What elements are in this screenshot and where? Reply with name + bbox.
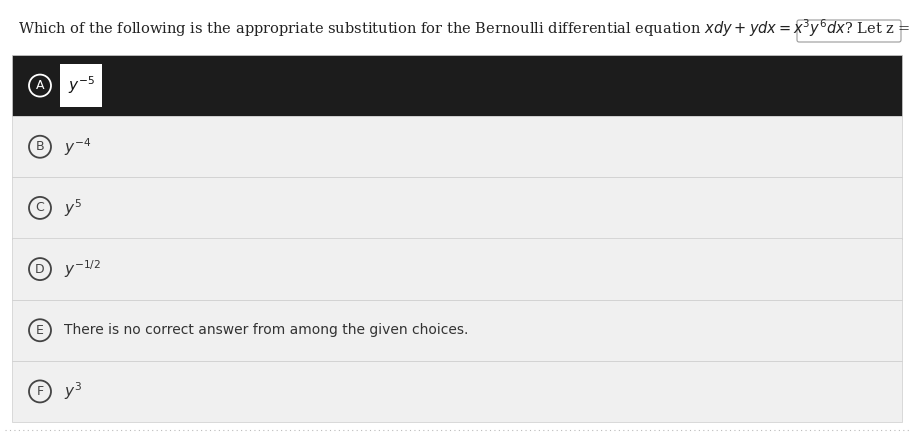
Text: A: A	[36, 79, 44, 92]
Text: $y^{-4}$: $y^{-4}$	[64, 136, 91, 158]
FancyBboxPatch shape	[12, 361, 902, 422]
Text: $y^{-1/2}$: $y^{-1/2}$	[64, 258, 101, 280]
FancyBboxPatch shape	[12, 238, 902, 300]
Text: Which of the following is the appropriate substitution for the Bernoulli differe: Which of the following is the appropriat…	[18, 18, 914, 40]
FancyBboxPatch shape	[60, 64, 102, 107]
FancyBboxPatch shape	[12, 55, 902, 116]
Text: $y^{3}$: $y^{3}$	[64, 381, 82, 402]
FancyBboxPatch shape	[12, 177, 902, 238]
Text: $y^{-5}$: $y^{-5}$	[68, 75, 94, 96]
Text: D: D	[35, 263, 45, 275]
Text: E: E	[36, 324, 44, 337]
FancyBboxPatch shape	[12, 116, 902, 177]
Text: F: F	[37, 385, 44, 398]
Text: $y^{5}$: $y^{5}$	[64, 197, 82, 219]
FancyBboxPatch shape	[797, 20, 901, 42]
Text: B: B	[36, 140, 44, 153]
FancyBboxPatch shape	[12, 300, 902, 361]
Text: There is no correct answer from among the given choices.: There is no correct answer from among th…	[64, 323, 468, 337]
Text: C: C	[36, 202, 45, 214]
